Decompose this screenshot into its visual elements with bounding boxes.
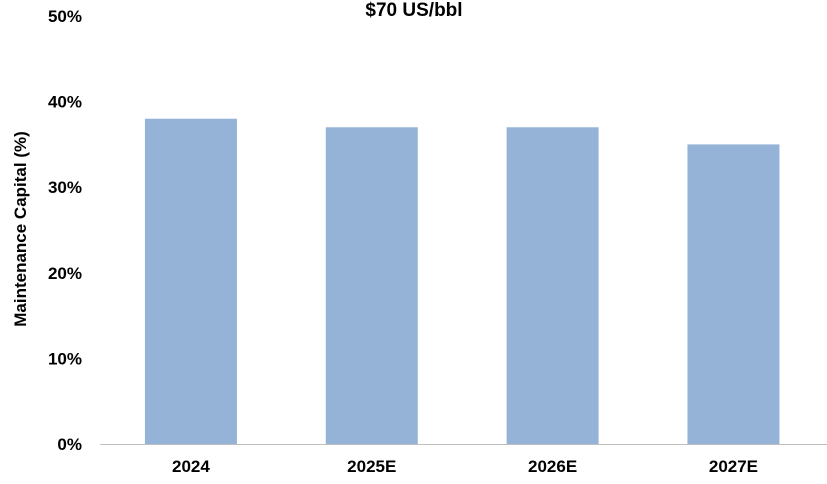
y-axis-ticks: 0% 10% 20% 30% 40% 50% [48, 7, 82, 454]
y-tick-label: 10% [48, 349, 82, 368]
y-tick-label: 30% [48, 178, 82, 197]
chart-title: $70 US/bbl [365, 0, 462, 21]
bars [144, 118, 780, 444]
bar [506, 127, 599, 444]
y-tick-label: 40% [48, 93, 82, 112]
bar [687, 144, 780, 444]
bar [144, 118, 237, 444]
x-tick-label: 2025E [347, 457, 396, 476]
y-tick-label: 50% [48, 7, 82, 26]
x-tick-label: 2024 [172, 457, 210, 476]
x-tick-label: 2026E [528, 457, 577, 476]
y-tick-label: 20% [48, 264, 82, 283]
bar [325, 127, 418, 444]
x-tick-label: 2027E [709, 457, 758, 476]
y-tick-label: 0% [57, 435, 82, 454]
x-axis-ticks: 2024 2025E 2026E 2027E [172, 457, 758, 476]
y-axis-title: Maintenance Capital (%) [11, 131, 30, 327]
